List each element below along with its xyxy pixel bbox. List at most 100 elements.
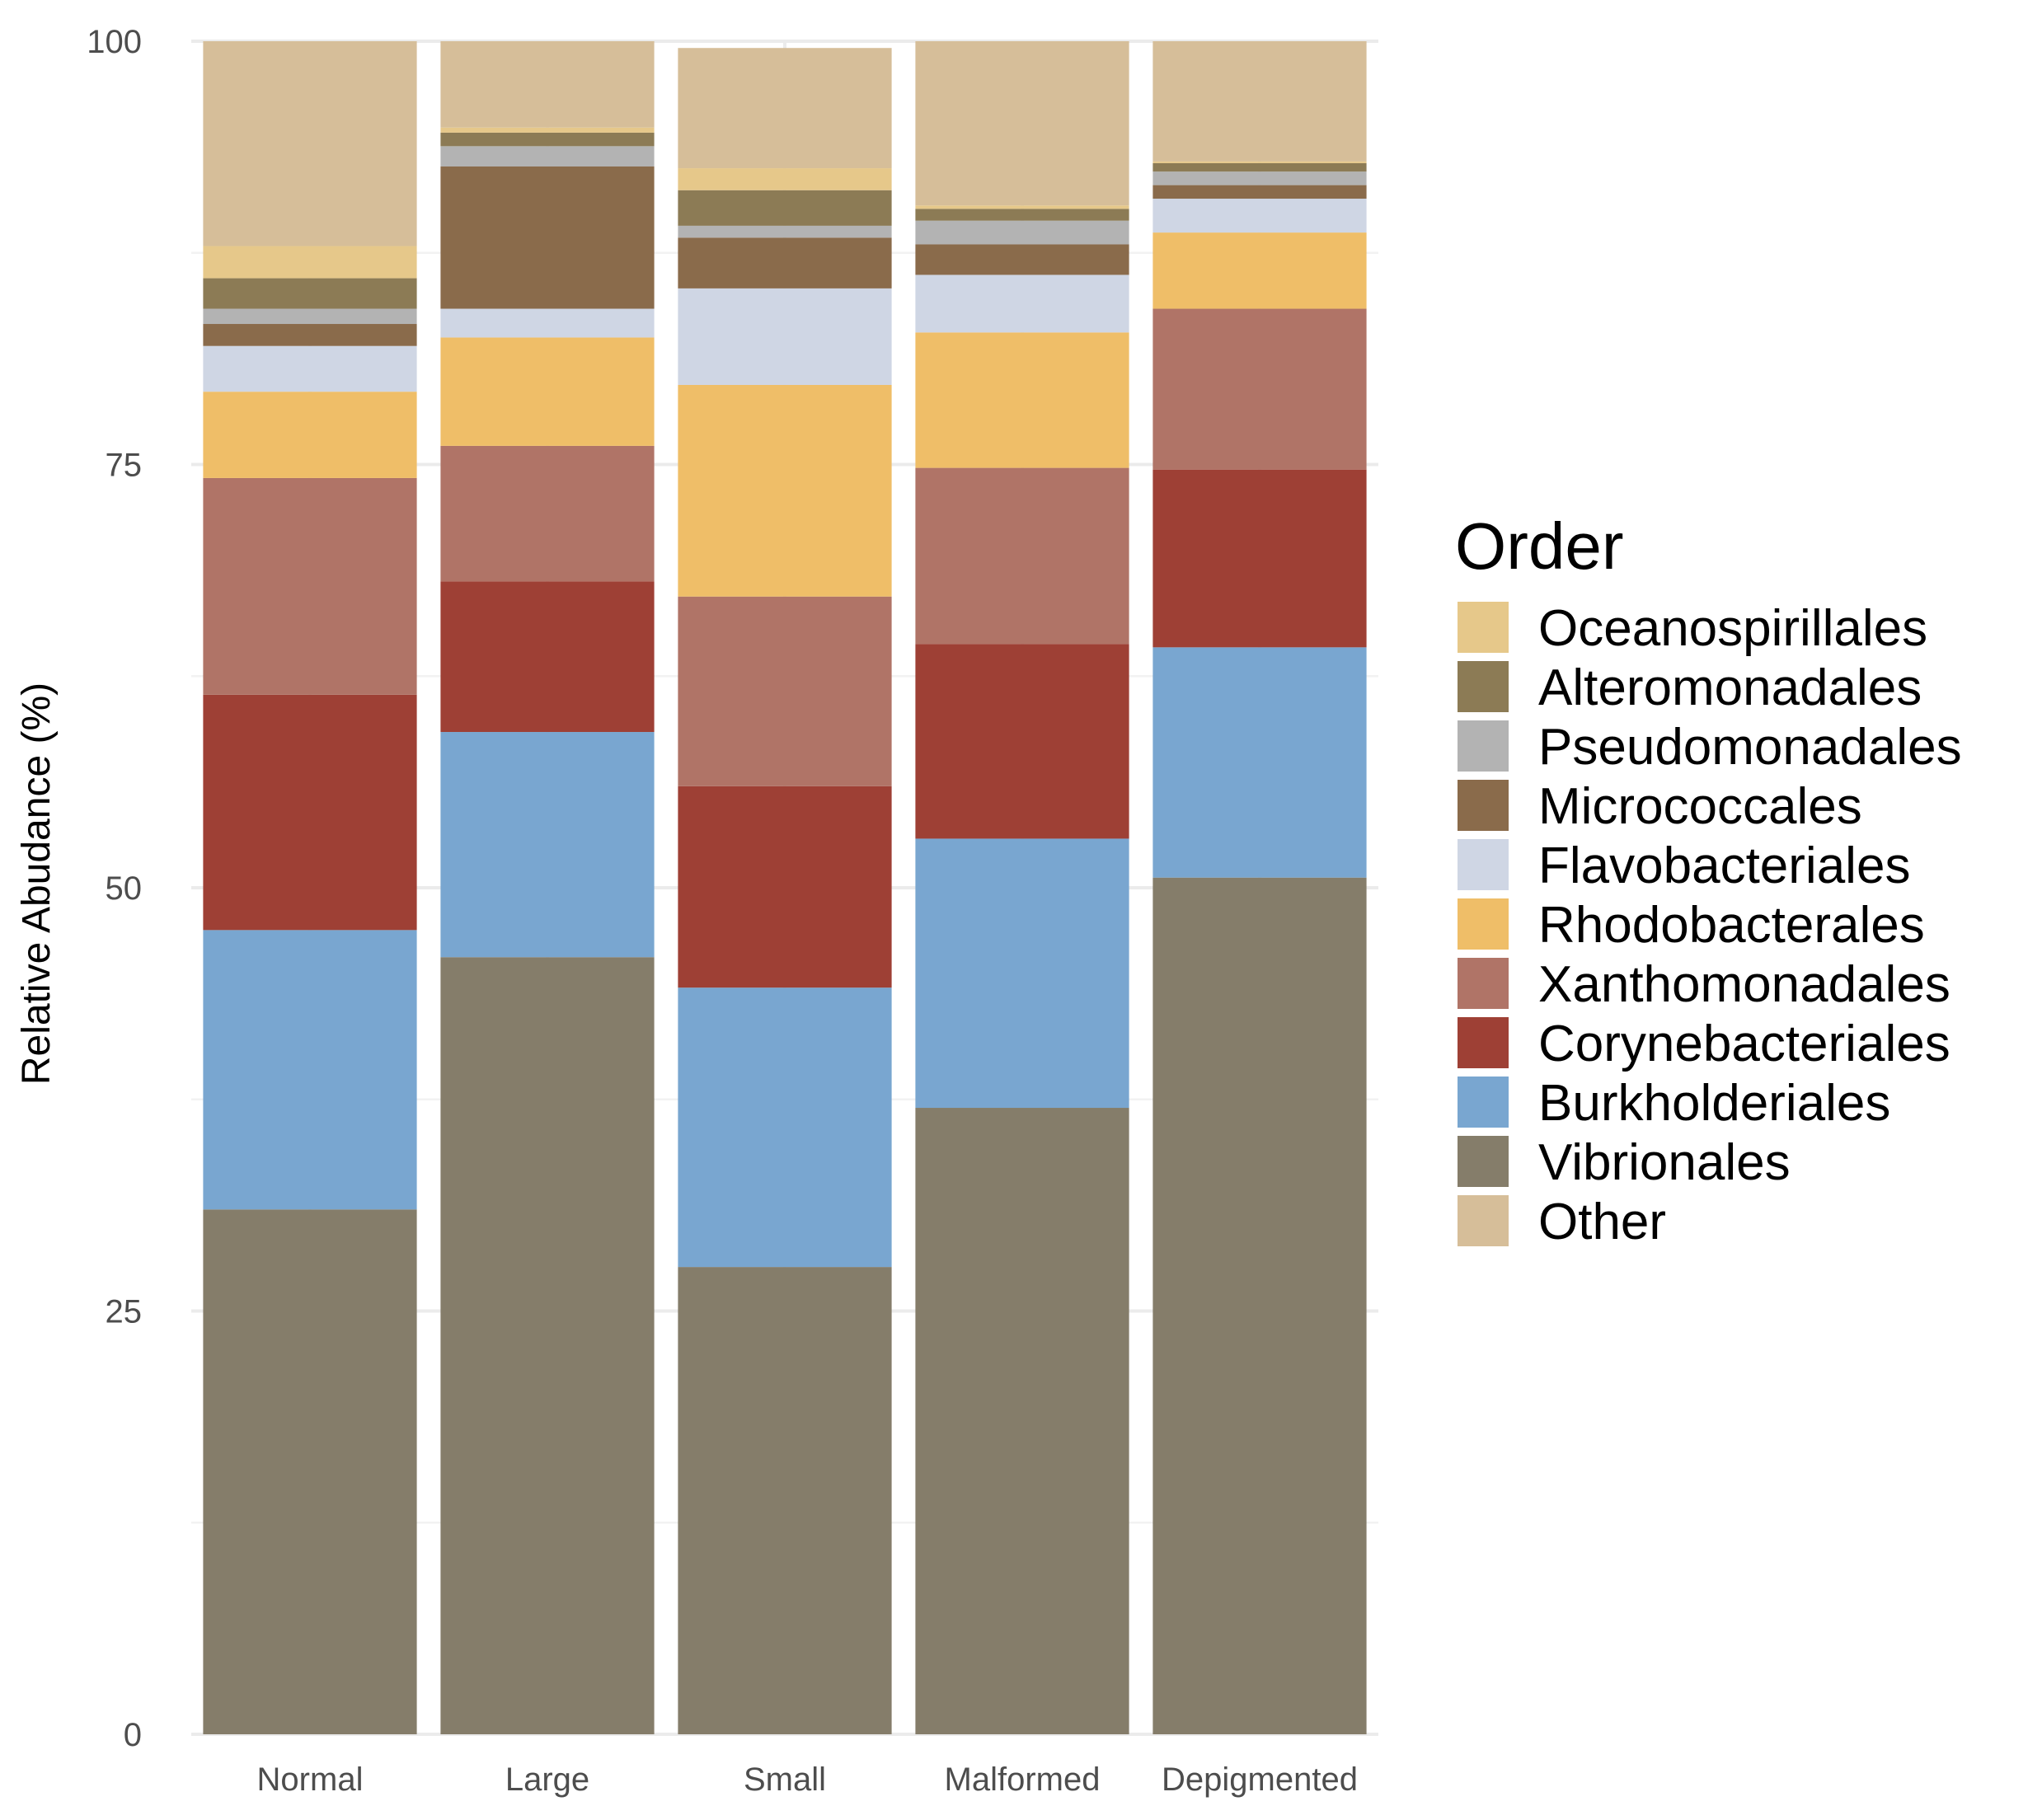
legend-item-vibrionales: Vibrionales <box>1458 1134 1791 1191</box>
legend-label: Pseudomonadales <box>1538 719 1962 776</box>
bar-small-alteromonadales <box>678 190 892 226</box>
bar-depigmented-alteromonadales <box>1152 162 1367 172</box>
bar-small-oceanospirillales <box>678 168 892 190</box>
bar-normal-pseudomonadales <box>203 308 417 325</box>
bar-small-rhodobacterales <box>678 384 892 597</box>
bar-malformed-vibrionales <box>915 1108 1129 1734</box>
bar-depigmented-pseudomonadales <box>1152 171 1367 185</box>
bar-large-burkholderiales <box>440 732 655 958</box>
bar-malformed-flavobacteriales <box>915 274 1129 333</box>
bar-large-rhodobacterales <box>440 337 655 446</box>
legend-label: Flavobacteriales <box>1538 837 1910 894</box>
y-tick-label: 50 <box>106 870 143 907</box>
bar-large-micrococcales <box>440 166 655 309</box>
y-tick-label: 75 <box>106 448 143 484</box>
x-tick-label: Malformed <box>945 1761 1101 1798</box>
y-tick-label: 0 <box>124 1717 142 1753</box>
bar-stacks <box>203 41 1367 1734</box>
legend-swatch <box>1458 839 1509 890</box>
bar-normal-flavobacteriales <box>203 345 417 392</box>
bar-stack-malformed <box>915 41 1129 1734</box>
bar-malformed-rhodobacterales <box>915 332 1129 468</box>
bar-normal-oceanospirillales <box>203 246 417 279</box>
bar-stack-depigmented <box>1152 41 1367 1734</box>
legend-label: Corynebacteriales <box>1538 1016 1950 1072</box>
bar-normal-burkholderiales <box>203 930 417 1210</box>
bar-stack-small <box>678 48 892 1734</box>
bar-malformed-oceanospirillales <box>915 205 1129 209</box>
x-tick-label: Large <box>505 1761 589 1798</box>
legend-label: Oceanospirillales <box>1538 600 1927 657</box>
legend-item-alteromonadales: Alteromonadales <box>1458 659 1922 716</box>
y-axis-title: Relative Abudance (%) <box>15 682 59 1085</box>
bar-normal-vibrionales <box>203 1209 417 1734</box>
x-tick-label: Depigmented <box>1162 1761 1358 1798</box>
x-tick-label: Normal <box>257 1761 364 1798</box>
bar-normal-micrococcales <box>203 324 417 346</box>
legend-label: Other <box>1538 1194 1666 1250</box>
bar-small-pseudomonadales <box>678 225 892 238</box>
bar-small-burkholderiales <box>678 987 892 1268</box>
bar-small-other <box>678 48 892 169</box>
bar-depigmented-xanthomonadales <box>1152 308 1367 470</box>
legend-swatch <box>1458 780 1509 831</box>
bar-large-alteromonadales <box>440 132 655 147</box>
y-axis-ticks: 0 25 50 75 100 <box>87 24 142 1753</box>
legend-label: Rhodobacterales <box>1538 897 1925 954</box>
x-tick-label: Small <box>744 1761 826 1798</box>
legend-item-rhodobacterales: Rhodobacterales <box>1458 897 1925 954</box>
bar-malformed-micrococcales <box>915 244 1129 275</box>
legend-label: Vibrionales <box>1538 1134 1791 1191</box>
bar-normal-xanthomonadales <box>203 477 417 695</box>
bar-small-flavobacteriales <box>678 288 892 385</box>
legend-swatch <box>1458 720 1509 772</box>
legend-swatch <box>1458 1136 1509 1187</box>
legend-swatch <box>1458 1195 1509 1246</box>
x-axis-ticks: Normal Large Small Malformed Depigmented <box>257 1761 1358 1798</box>
bar-malformed-corynebacteriales <box>915 644 1129 839</box>
bar-large-corynebacteriales <box>440 581 655 733</box>
legend-item-oceanospirillales: Oceanospirillales <box>1458 600 1927 657</box>
legend-swatch <box>1458 958 1509 1009</box>
bar-large-xanthomonadales <box>440 445 655 582</box>
bar-large-oceanospirillales <box>440 127 655 133</box>
y-tick-label: 100 <box>87 24 142 60</box>
legend-swatch <box>1458 1077 1509 1128</box>
legend-item-other: Other <box>1458 1194 1666 1250</box>
legend-swatch <box>1458 661 1509 712</box>
legend-item-burkholderiales: Burkholderiales <box>1458 1075 1890 1132</box>
legend-title: Order <box>1455 509 1624 583</box>
bar-depigmented-other <box>1152 41 1367 162</box>
legend-swatch <box>1458 602 1509 653</box>
bar-small-xanthomonadales <box>678 596 892 786</box>
bar-depigmented-burkholderiales <box>1152 647 1367 878</box>
bar-depigmented-micrococcales <box>1152 185 1367 199</box>
legend-item-xanthomonadales: Xanthomonadales <box>1458 956 1950 1013</box>
bar-small-micrococcales <box>678 237 892 288</box>
legend-label: Alteromonadales <box>1538 659 1922 716</box>
legend-item-flavobacteriales: Flavobacteriales <box>1458 837 1910 894</box>
bar-small-vibrionales <box>678 1267 892 1734</box>
legend-label: Burkholderiales <box>1538 1075 1890 1132</box>
bar-depigmented-corynebacteriales <box>1152 469 1367 648</box>
bar-large-other <box>440 41 655 128</box>
y-tick-label: 25 <box>106 1294 143 1330</box>
legend: Order OceanospirillalesAlteromonadalesPs… <box>1455 509 1962 1250</box>
legend-label: Micrococcales <box>1538 778 1862 835</box>
bar-stack-normal <box>203 41 417 1734</box>
bar-malformed-pseudomonadales <box>915 220 1129 245</box>
bar-depigmented-oceanospirillales <box>1152 161 1367 163</box>
legend-item-corynebacteriales: Corynebacteriales <box>1458 1016 1950 1072</box>
bar-large-flavobacteriales <box>440 308 655 338</box>
bar-stack-large <box>440 41 655 1734</box>
bar-normal-corynebacteriales <box>203 694 417 931</box>
bar-malformed-burkholderiales <box>915 838 1129 1109</box>
legend-item-pseudomonadales: Pseudomonadales <box>1458 719 1962 776</box>
legend-items: OceanospirillalesAlteromonadalesPseudomo… <box>1458 600 1962 1250</box>
bar-depigmented-rhodobacterales <box>1152 232 1367 309</box>
bar-malformed-other <box>915 41 1129 206</box>
bar-large-pseudomonadales <box>440 146 655 167</box>
bar-small-corynebacteriales <box>678 786 892 988</box>
bar-malformed-xanthomonadales <box>915 467 1129 645</box>
